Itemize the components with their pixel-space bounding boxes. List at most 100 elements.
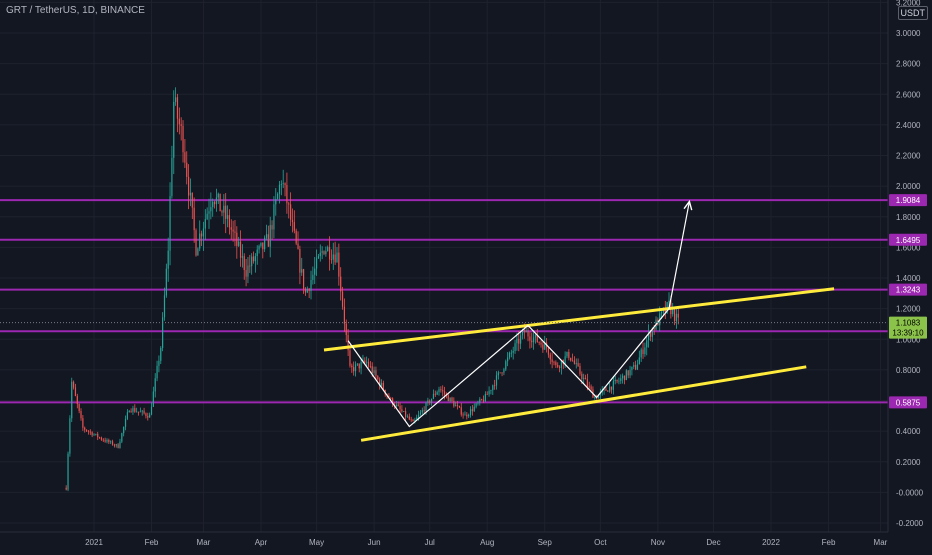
symbol-title: GRT / TetherUS, 1D, BINANCE (6, 5, 145, 16)
candle-body (353, 367, 355, 372)
candle-body (395, 404, 397, 407)
x-tick-label: Sep (538, 538, 553, 547)
candle-body (269, 225, 271, 247)
candle-body (462, 414, 464, 416)
candle-body (388, 395, 390, 399)
y-tick-label: 0.2000 (896, 458, 921, 467)
candle-body (349, 350, 351, 366)
candle-body (521, 330, 524, 336)
candle-body (158, 360, 160, 366)
candle-body (197, 248, 199, 256)
level-label-bg (889, 283, 927, 296)
candle-body (405, 411, 407, 417)
candle-body (286, 185, 288, 204)
x-tick-label: Oct (594, 538, 607, 547)
candle-body (672, 309, 674, 315)
y-tick-label: 1.2000 (896, 305, 921, 314)
candle-body (187, 176, 190, 196)
candle-body (130, 411, 132, 412)
candle-body (379, 379, 381, 386)
candle-body (499, 372, 501, 374)
candle-body (315, 258, 318, 269)
candle-body (106, 439, 108, 442)
candle-body (371, 366, 373, 374)
price-axis[interactable]: 3.2000 3.0000 2.8000 2.6000 2.4000 2.2000 2.00… (887, 0, 927, 532)
candle-body (573, 360, 576, 364)
candle-body (115, 444, 117, 446)
candle-body (251, 256, 253, 267)
candle-body (419, 412, 422, 415)
currency-badge[interactable]: USDT (897, 6, 928, 20)
candle-body (152, 391, 154, 407)
candle-body (223, 205, 225, 213)
candle-body (132, 408, 134, 412)
candle-body (469, 409, 472, 415)
candle-body (414, 419, 416, 422)
candle-body (610, 386, 613, 390)
candle-body (264, 237, 266, 250)
candle-body (618, 380, 620, 382)
candle-body (581, 373, 583, 379)
candle-body (380, 382, 383, 386)
candle-body (616, 379, 618, 382)
candle-body (213, 201, 216, 205)
candle-body (542, 344, 544, 350)
candle-body (620, 378, 622, 381)
candle-body (647, 332, 650, 341)
candle-body (432, 393, 435, 399)
candle-body (123, 426, 125, 434)
candle-body (449, 397, 451, 402)
candle-body (165, 268, 167, 296)
candle-body (490, 390, 492, 391)
candle-body (273, 204, 275, 230)
candle-body (508, 352, 511, 358)
candle-body (204, 219, 206, 229)
candle-body (137, 411, 140, 413)
candle-body (588, 386, 590, 388)
candle-body (501, 372, 503, 374)
candle-body (397, 404, 399, 406)
candle-body (162, 317, 164, 348)
candle-body (195, 230, 197, 256)
candle-body (208, 211, 210, 214)
candle-body (126, 412, 128, 419)
candle-body (512, 351, 514, 353)
candle-body (549, 354, 551, 360)
candle-body (373, 370, 375, 374)
candle-body (468, 414, 470, 417)
candle-body (321, 251, 323, 253)
candle-body (87, 430, 90, 432)
candle-body (497, 372, 499, 376)
candle-body (202, 228, 205, 237)
candle-body (332, 254, 334, 260)
candle-body (416, 417, 418, 420)
candle-body (113, 444, 116, 446)
candle-body (69, 418, 71, 454)
candle-body (76, 396, 78, 404)
candle-body (271, 225, 273, 230)
candle-body (238, 241, 240, 246)
candle-body (228, 215, 231, 228)
candle-body (479, 399, 481, 403)
candle-body (191, 192, 193, 208)
candle-body (366, 361, 368, 363)
candle-body (577, 363, 579, 367)
y-tick-label: 0.4000 (896, 427, 921, 436)
x-tick-label: Jun (368, 538, 381, 547)
level-label: 1.3243 (896, 286, 921, 295)
candle-body (421, 410, 423, 413)
candle-body (455, 405, 457, 407)
candle-body (186, 162, 188, 177)
candle-body (328, 247, 331, 260)
candle-body (182, 125, 184, 153)
candle-body (510, 352, 512, 354)
candle-body (102, 439, 104, 441)
candle-body (282, 183, 284, 185)
time-axis[interactable]: 2021 Feb Mar Apr May Jun Jul Aug Sep Oct Nov Dec 202… (0, 531, 888, 547)
candle-body (98, 437, 101, 439)
candle-body (638, 357, 640, 365)
channel-lower-line (360, 365, 807, 442)
candle-body (484, 394, 486, 402)
